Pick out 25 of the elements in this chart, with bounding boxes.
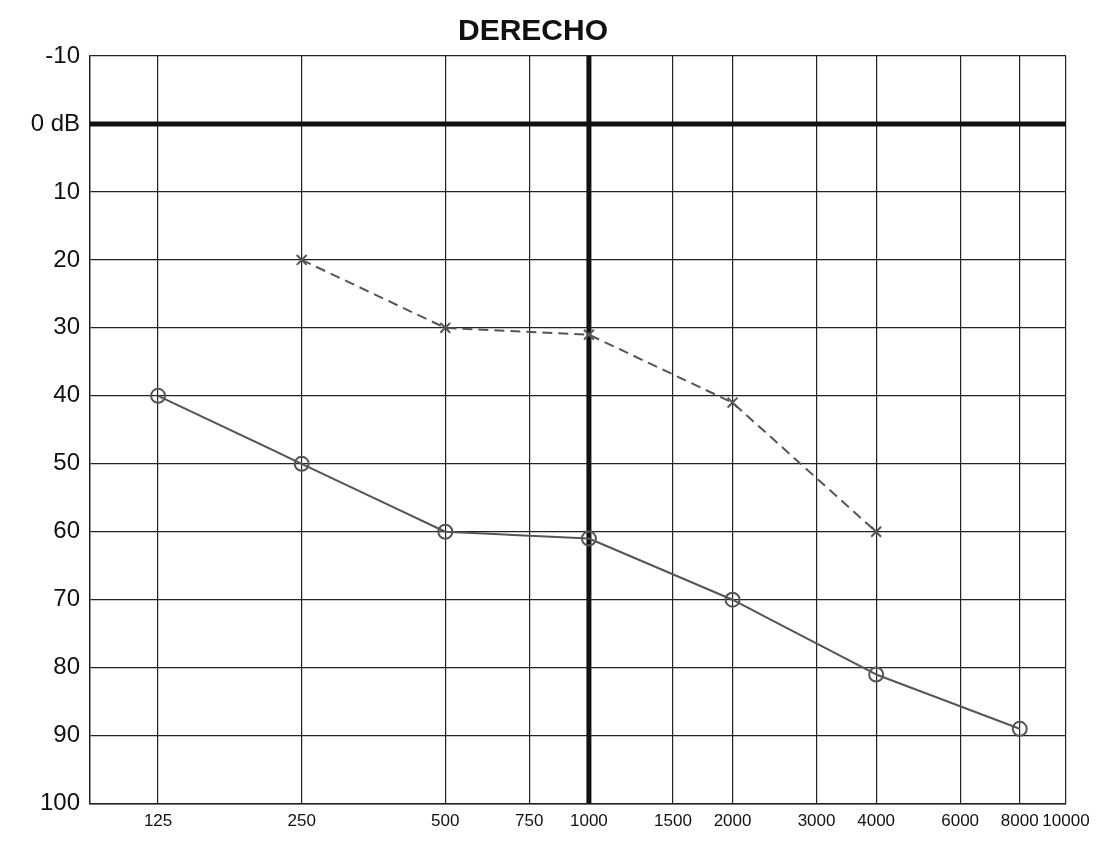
x-tick-label: 1000 [570, 811, 608, 831]
y-tick-label: 100 [39, 788, 80, 816]
x-tick-label: 125 [143, 811, 173, 831]
x-tick-label: 2000 [713, 811, 752, 831]
x-tick-label: 8000 [1000, 811, 1039, 831]
y-tick-label: 60 [53, 516, 80, 544]
y-tick-label: 50 [53, 448, 80, 476]
y-tick-label: 10 [53, 176, 80, 204]
y-tick-label: 80 [53, 652, 80, 680]
y-tick-label: 40 [53, 380, 80, 408]
x-tick-label: 6000 [941, 811, 980, 831]
y-tick-label: 90 [53, 720, 80, 748]
x-tick-label: 750 [515, 811, 544, 831]
x-tick-label: 500 [431, 811, 460, 831]
x-tick-label: 1500 [654, 811, 692, 831]
x-tick-label: 3000 [797, 811, 836, 831]
y-tick-label: 70 [53, 584, 80, 612]
y-tick-label: 30 [53, 312, 80, 340]
y-tick-label: 0 dB [30, 108, 80, 136]
chart-title: DERECHO [457, 13, 609, 47]
y-tick-label: -10 [45, 40, 80, 68]
x-tick-label: 250 [287, 811, 316, 831]
x-tick-label: 4000 [857, 811, 896, 831]
y-tick-label: 20 [53, 244, 80, 272]
x-tick-label: 10000 [1042, 811, 1090, 831]
